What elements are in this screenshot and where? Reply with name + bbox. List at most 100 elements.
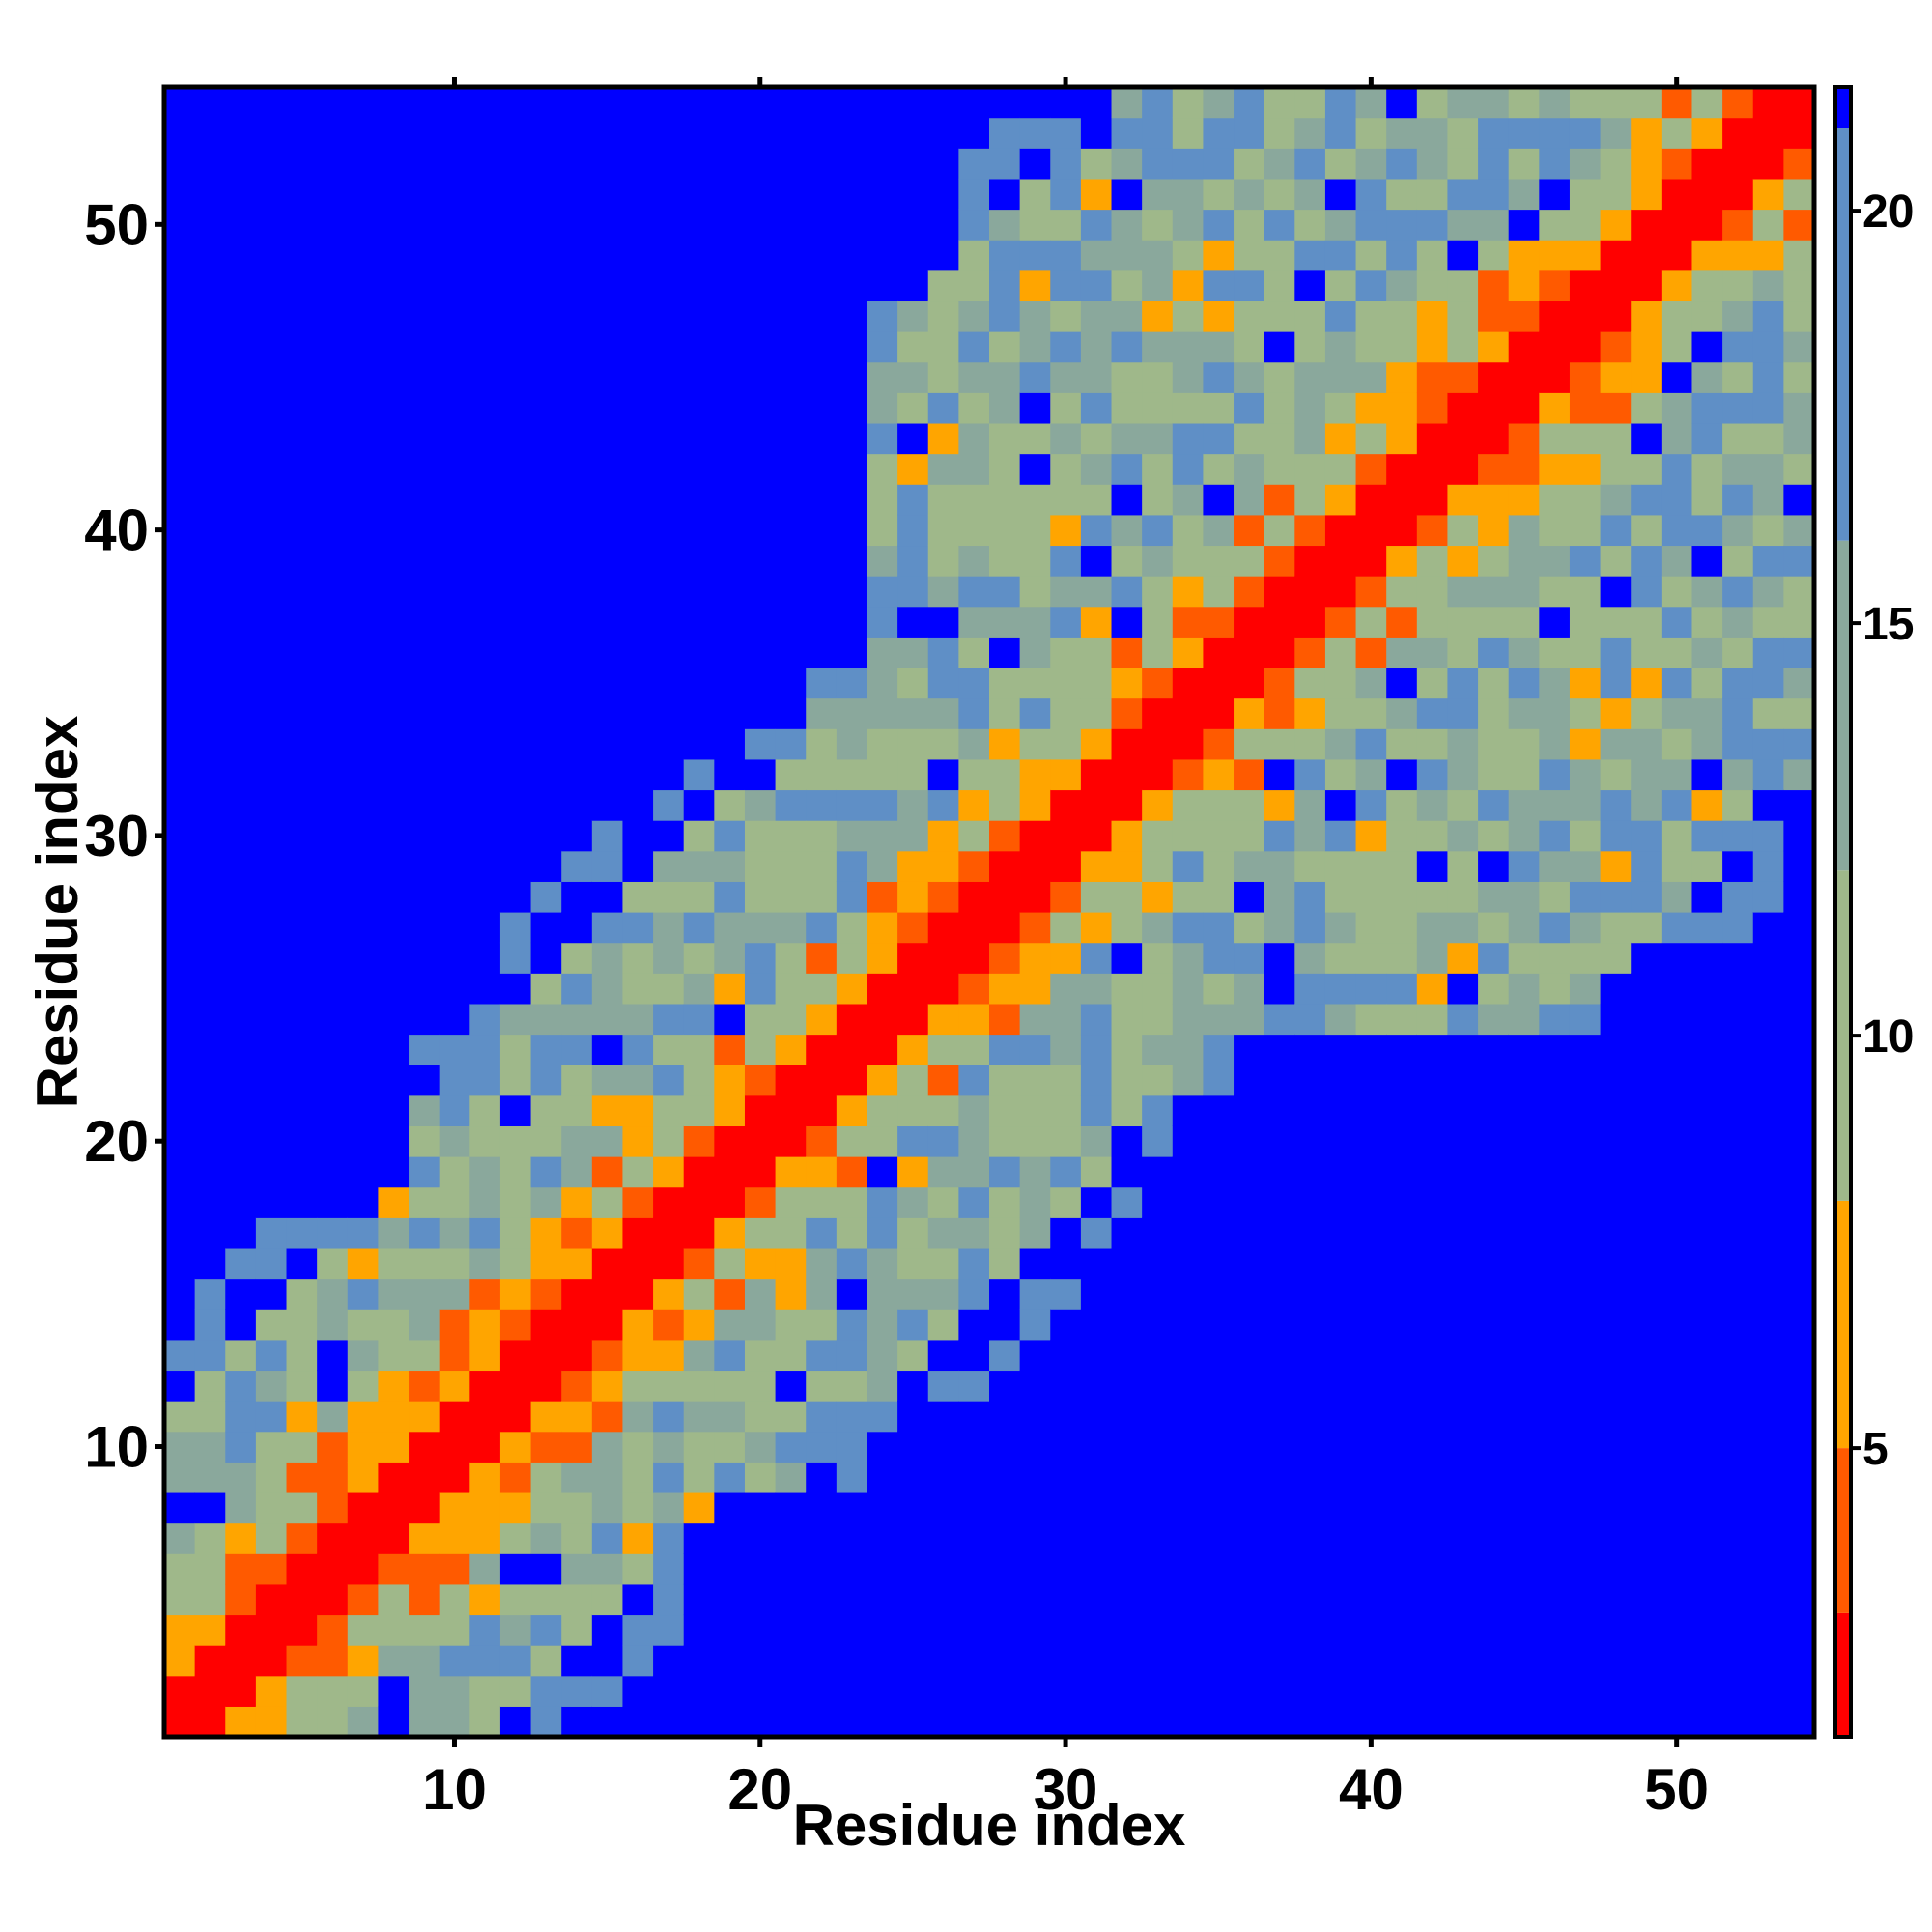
heatmap-cell (164, 1583, 196, 1616)
heatmap-cell (347, 820, 380, 852)
heatmap-cell (744, 1034, 777, 1065)
heatmap-cell (286, 667, 318, 699)
heatmap-cell (1203, 1401, 1235, 1433)
heatmap-cell (499, 1247, 532, 1280)
heatmap-cell (1661, 1339, 1693, 1372)
heatmap-cell (1050, 148, 1082, 180)
heatmap-cell (1539, 1309, 1571, 1341)
heatmap-cell (1539, 881, 1571, 913)
heatmap-cell (439, 881, 470, 913)
heatmap-cell (255, 300, 288, 332)
heatmap-cell (836, 637, 868, 668)
heatmap-cell (1080, 1583, 1113, 1616)
heatmap-cell (867, 973, 898, 1005)
heatmap-cell (499, 1278, 532, 1310)
heatmap-cell (1539, 912, 1571, 944)
heatmap-cell (1722, 1278, 1754, 1310)
heatmap-cell (1355, 697, 1387, 729)
heatmap-cell (836, 545, 868, 577)
heatmap-cell (1203, 545, 1235, 577)
heatmap-cell (867, 1583, 898, 1616)
heatmap-cell (499, 117, 532, 149)
heatmap-cell (164, 1003, 196, 1036)
heatmap-cell (499, 240, 532, 271)
heatmap-cell (317, 1339, 349, 1372)
heatmap-cell (1508, 1583, 1540, 1616)
heatmap-cell (499, 300, 532, 332)
heatmap-cell (1691, 1370, 1723, 1402)
heatmap-cell (1264, 942, 1295, 974)
heatmap-cell (1264, 697, 1295, 729)
heatmap-cell (561, 912, 593, 944)
heatmap-cell (194, 942, 226, 974)
heatmap-cell (867, 422, 898, 455)
heatmap-cell (1600, 545, 1632, 577)
heatmap-cell (499, 973, 532, 1005)
heatmap-cell (1508, 728, 1540, 760)
heatmap-cell (1294, 1401, 1326, 1433)
heatmap-cell (897, 606, 929, 638)
heatmap-cell (1508, 1309, 1540, 1341)
heatmap-cell (1294, 606, 1326, 638)
heatmap-cell (1080, 1186, 1113, 1218)
heatmap-cell (347, 1492, 380, 1524)
heatmap-cell (1386, 1706, 1418, 1738)
heatmap-cell (775, 1370, 807, 1402)
heatmap-cell (591, 942, 624, 974)
heatmap-cell (591, 1034, 624, 1065)
heatmap-cell (958, 912, 990, 944)
heatmap-cell (927, 1278, 959, 1310)
heatmap-cell (164, 1645, 196, 1677)
heatmap-cell (1019, 1583, 1051, 1616)
heatmap-cell (530, 728, 562, 760)
heatmap-cell (499, 1645, 532, 1677)
heatmap-cell (714, 1614, 746, 1646)
heatmap-cell (1172, 1247, 1205, 1280)
heatmap-cell (1631, 1675, 1662, 1707)
heatmap-cell (164, 697, 196, 729)
heatmap-cell (591, 667, 624, 699)
heatmap-cell (1691, 1003, 1723, 1036)
heatmap-cell (286, 942, 318, 974)
heatmap-cell (1294, 1217, 1326, 1249)
heatmap-cell (867, 87, 898, 119)
heatmap-cell (1691, 1675, 1723, 1707)
heatmap-cell (1600, 881, 1632, 913)
heatmap-cell (897, 545, 929, 577)
heatmap-cell (1691, 148, 1723, 180)
heatmap-cell (1294, 178, 1326, 211)
heatmap-cell (409, 300, 440, 332)
heatmap-cell (1172, 1706, 1205, 1738)
heatmap-cell (1355, 1614, 1387, 1646)
heatmap-cell (1324, 545, 1357, 577)
heatmap-cell (194, 850, 226, 882)
heatmap-cell (744, 514, 777, 547)
heatmap-cell (255, 1614, 288, 1646)
heatmap-cell (1508, 240, 1540, 271)
colorbar (1833, 85, 1853, 1739)
heatmap-cell (1508, 1431, 1540, 1463)
heatmap-cell (989, 422, 1021, 455)
heatmap-cell (1234, 606, 1265, 638)
heatmap-cell (1783, 1339, 1815, 1372)
heatmap-cell (1600, 667, 1632, 699)
heatmap-cell (347, 422, 380, 455)
heatmap-cell (989, 637, 1021, 668)
heatmap-cell (530, 392, 562, 424)
heatmap-cell (1661, 1553, 1693, 1585)
heatmap-cell (958, 1614, 990, 1646)
heatmap-cell (1661, 667, 1693, 699)
heatmap-cell (194, 758, 226, 791)
heatmap-cell (806, 117, 838, 149)
heatmap-cell (591, 392, 624, 424)
heatmap-cell (775, 1401, 807, 1433)
heatmap-cell (1172, 576, 1205, 608)
heatmap-cell (1111, 1706, 1143, 1738)
heatmap-cell (897, 912, 929, 944)
heatmap-cell (1019, 789, 1051, 821)
heatmap-cell (1661, 1003, 1693, 1036)
heatmap-cell (1416, 1462, 1449, 1493)
heatmap-cell (1416, 1309, 1449, 1341)
heatmap-cell (347, 1401, 380, 1433)
heatmap-cell (683, 1309, 715, 1341)
